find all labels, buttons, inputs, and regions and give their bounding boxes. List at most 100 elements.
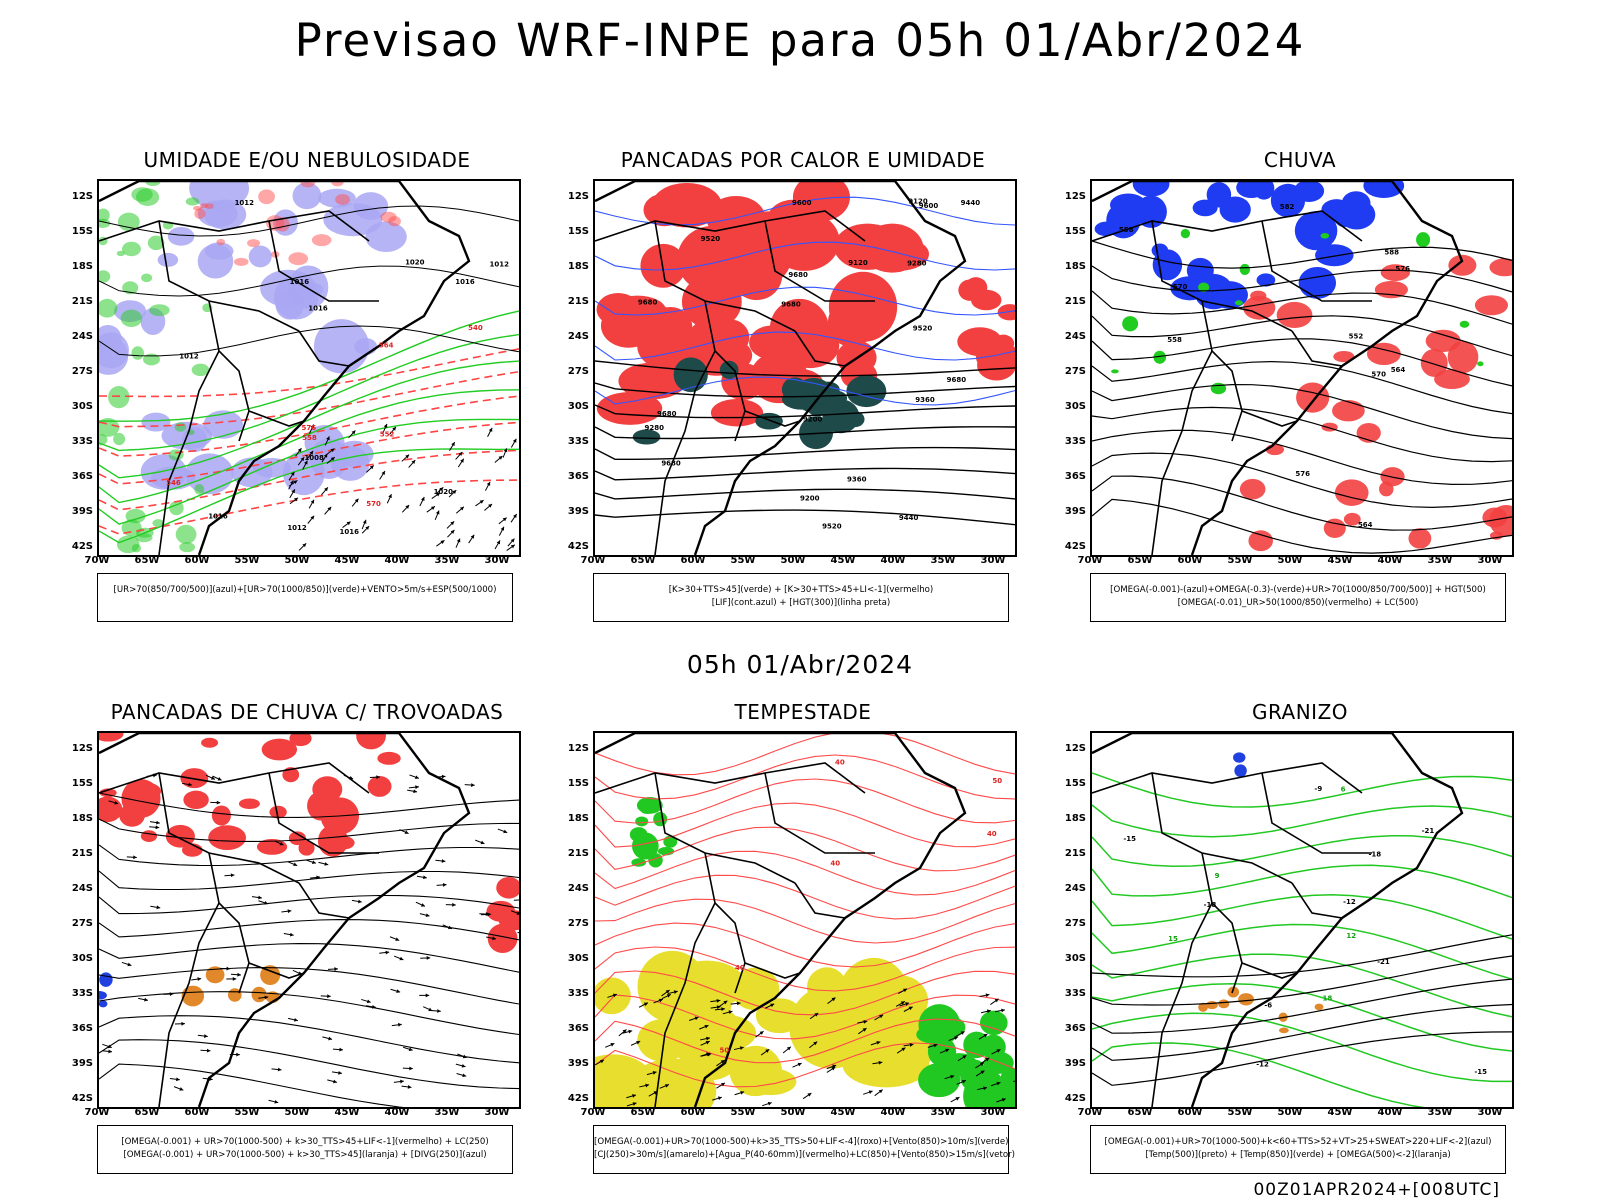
lon-tick-label: 30W <box>1477 555 1503 566</box>
legend-box: [K>30+TTS>45](verde) + [K>30+TTS>45+LI<-… <box>593 573 1009 622</box>
lat-tick-label: 15S <box>567 778 589 789</box>
lon-tick-label: 55W <box>1227 555 1253 566</box>
contour-label: 40 <box>987 830 997 838</box>
lon-tick-label: 45W <box>1327 555 1353 566</box>
map-svg <box>99 733 519 1107</box>
lat-tick-label: 18S <box>1064 813 1086 824</box>
lat-tick-label: 12S <box>71 743 93 754</box>
contour-label: 570 <box>1173 283 1188 291</box>
contour-label: -12 <box>1256 1061 1269 1069</box>
lat-tick-label: 15S <box>71 778 93 789</box>
lat-tick-label: 36S <box>1064 1023 1086 1034</box>
lon-tick-label: 70W <box>580 555 606 566</box>
contour-label: 1016 <box>308 305 328 313</box>
lat-tick-label: 30S <box>71 401 93 412</box>
contour-label: -18 <box>1368 850 1381 858</box>
lon-tick-label: 40W <box>384 555 410 566</box>
lon-tick-label: 50W <box>284 555 310 566</box>
lon-tick-label: 45W <box>830 555 856 566</box>
lat-tick-label: 39S <box>567 506 589 517</box>
lat-tick-label: 15S <box>1064 778 1086 789</box>
map-plot: 9680 9680 9680 9680 9680 9680 9600 9520 9520 9600… <box>593 179 1017 557</box>
lat-tick-label: 30S <box>567 401 589 412</box>
contour-label: 1008 <box>304 454 324 462</box>
legend-line: [OMEGA(-0.001) + UR>70(1000-500) + k>30_… <box>123 1150 487 1160</box>
lat-tick-label: 15S <box>71 226 93 237</box>
lon-tick-label: 30W <box>980 555 1006 566</box>
contour-label: 9120 <box>848 259 868 267</box>
lon-tick-label: 35W <box>930 1107 956 1118</box>
contour-label: 1016 <box>290 278 310 286</box>
lat-tick-label: 24S <box>1064 883 1086 894</box>
lat-tick-label: 15S <box>567 226 589 237</box>
contour-label: 9360 <box>915 396 935 404</box>
contour-label: 1020 <box>434 488 454 496</box>
lon-tick-label: 40W <box>1377 1107 1403 1118</box>
contour-label: 9680 <box>781 301 801 309</box>
lat-tick-label: 27S <box>567 918 589 929</box>
legend-box: [UR>70(850/700/500)](azul)+[UR>70(1000/8… <box>97 573 513 622</box>
contour-label: 40 <box>735 964 745 972</box>
lon-tick-label: 45W <box>334 555 360 566</box>
lat-tick-label: 42S <box>71 1093 93 1104</box>
contour-label: 570 <box>1371 370 1386 378</box>
lat-tick-label: 42S <box>567 541 589 552</box>
lon-tick-label: 30W <box>980 1107 1006 1118</box>
lat-tick-label: 21S <box>1064 296 1086 307</box>
lat-tick-label: 24S <box>567 331 589 342</box>
contour-label: 9680 <box>638 298 658 306</box>
contour-label: 558 <box>1119 226 1134 234</box>
contour-label: 40 <box>835 758 845 766</box>
contour-label: 9520 <box>701 235 721 243</box>
lat-tick-label: 27S <box>71 918 93 929</box>
lat-tick-label: 36S <box>567 1023 589 1034</box>
legend-box: [OMEGA(-0.001) + UR>70(1000-500) + k>30_… <box>97 1125 513 1174</box>
lat-tick-label: 12S <box>1064 191 1086 202</box>
lat-tick-label: 24S <box>71 883 93 894</box>
map-svg: 50 40 50 40 40 40 <box>595 733 1015 1107</box>
lon-tick-label: 55W <box>730 555 756 566</box>
lat-tick-label: 30S <box>71 953 93 964</box>
lat-tick-label: 27S <box>71 366 93 377</box>
lon-tick-label: 60W <box>1177 555 1203 566</box>
panel-title: PANCADAS POR CALOR E UMIDADE <box>620 148 986 172</box>
lon-tick-label: 35W <box>1427 555 1453 566</box>
contour-label: 546 <box>166 479 181 487</box>
legend-box: [OMEGA(-0.001)-(azul)+OMEGA(-0.3)-(verde… <box>1090 573 1506 622</box>
contour-label: 564 <box>1391 366 1406 374</box>
contour-label: 9440 <box>961 199 981 207</box>
contour-label: 9280 <box>644 424 664 432</box>
contour-label: -21 <box>1422 827 1435 835</box>
lat-tick-label: 12S <box>71 191 93 202</box>
lat-tick-label: 36S <box>71 471 93 482</box>
lon-tick-label: 55W <box>234 1107 260 1118</box>
lat-tick-label: 33S <box>1064 436 1086 447</box>
lat-tick-label: 39S <box>567 1058 589 1069</box>
lon-tick-label: 45W <box>1327 1107 1353 1118</box>
legend-line: [OMEGA(-0.001) + UR>70(1000-500) + k>30_… <box>121 1137 489 1147</box>
lon-tick-label: 30W <box>484 555 510 566</box>
lon-tick-label: 65W <box>134 1107 160 1118</box>
lat-tick-label: 30S <box>1064 953 1086 964</box>
contour-label: 15 <box>1168 935 1178 943</box>
lat-tick-label: 18S <box>567 813 589 824</box>
contour-label: -9 <box>1314 785 1322 793</box>
contour-label: 1012 <box>287 524 307 532</box>
lat-tick-label: 24S <box>1064 331 1086 342</box>
map-plot: 1012 1012 1016 1020 1008 1012 1016 1016 1012 1016… <box>97 179 521 557</box>
lon-tick-label: 50W <box>780 555 806 566</box>
contour-label: 1016 <box>208 512 228 520</box>
lon-tick-label: 40W <box>880 555 906 566</box>
legend-line: [OMEGA(-0.01)_UR>50(1000/850)(vermelho) … <box>1177 598 1419 608</box>
contour-label: -18 <box>1204 901 1217 909</box>
lat-tick-label: 12S <box>567 743 589 754</box>
lon-tick-label: 60W <box>184 1107 210 1118</box>
contour-label: 9200 <box>803 415 823 423</box>
contour-label: 588 <box>1384 249 1399 257</box>
lon-tick-label: 35W <box>1427 1107 1453 1118</box>
contour-label: 50 <box>719 1046 729 1054</box>
lon-tick-label: 50W <box>284 1107 310 1118</box>
map-svg: 1012 1012 1016 1020 1008 1012 1016 1016 1012 1016… <box>99 181 519 555</box>
lon-tick-label: 65W <box>134 555 160 566</box>
page-title: Previsao WRF-INPE para 05h 01/Abr/2024 <box>294 14 1306 67</box>
